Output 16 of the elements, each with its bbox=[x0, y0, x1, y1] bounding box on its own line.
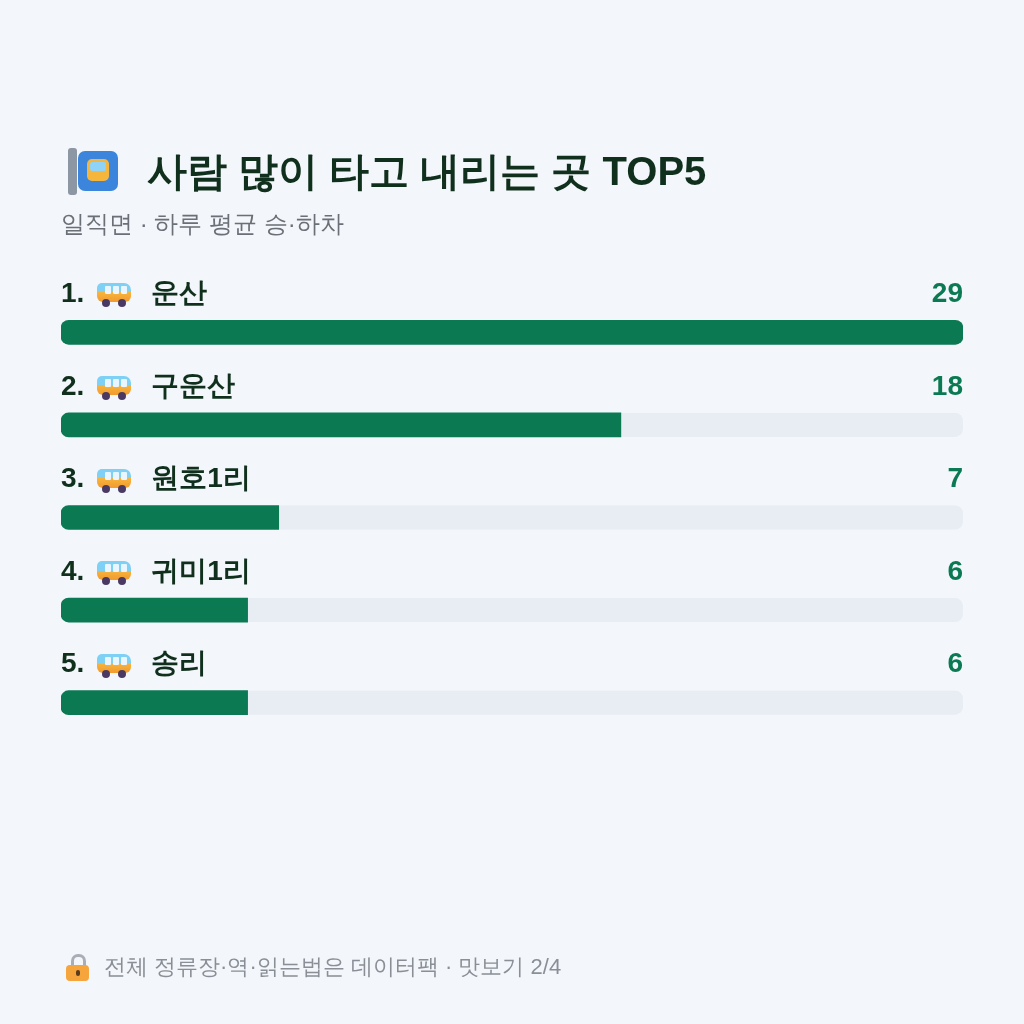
category-label: 3. 원호1리 bbox=[61, 462, 251, 494]
data-label: 6 bbox=[947, 554, 963, 586]
bar bbox=[61, 505, 280, 530]
bar bbox=[61, 597, 248, 623]
bar bbox=[61, 690, 248, 716]
data-label: 6 bbox=[947, 647, 963, 679]
category-label: 5. 송리 bbox=[61, 647, 208, 679]
data-label: 18 bbox=[931, 369, 963, 401]
data-label: 7 bbox=[947, 462, 963, 494]
category-label: 2. 구운산 bbox=[61, 369, 236, 401]
data-label: 29 bbox=[931, 277, 963, 309]
chart-title: 사람 많이 타고 내리는 곳 TOP5 bbox=[147, 148, 707, 195]
category-label: 4. 귀미1리 bbox=[61, 554, 251, 586]
text: 전체 정류장·역·읽는법은 데이터팩 · 맛보기 2/4 bbox=[104, 953, 562, 981]
chart-subtitle: 일직면 · 하루 평균 승·하차 bbox=[61, 209, 344, 239]
category-label: 1. 운산 bbox=[61, 277, 208, 309]
